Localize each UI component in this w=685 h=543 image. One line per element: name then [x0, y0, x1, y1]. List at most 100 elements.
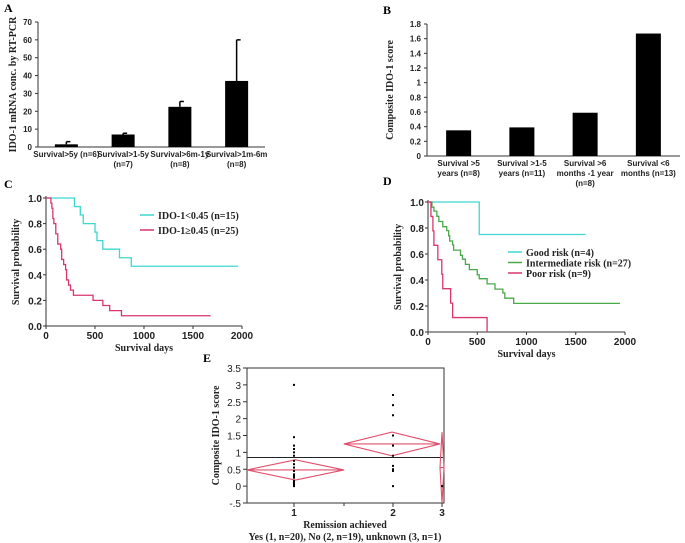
x-tick-label: months -1 year — [557, 169, 614, 178]
y-tick-label: -.5 — [229, 499, 241, 510]
y-axis-label: Composite IDO-1 score — [385, 40, 396, 140]
y-tick-label: 0.4 — [410, 276, 424, 287]
x-tick-label: 1000 — [515, 337, 538, 348]
data-point — [392, 464, 394, 467]
panel-e: -.5 0 0.5 1 1.5 2 2.5 3 3.5 1 2 3 Remission achieved… — [211, 364, 445, 543]
y-tick-label: 1.5 — [227, 432, 241, 443]
data-point — [392, 469, 394, 472]
x-tick-label: Survival >6 — [564, 159, 607, 168]
x-tick-label: 1000 — [133, 331, 156, 342]
x-tick-label: Survival>1m-6m — [206, 150, 268, 159]
data-point — [293, 481, 295, 484]
data-point — [293, 448, 295, 450]
y-tick-label: 30 — [23, 89, 32, 98]
bar — [446, 130, 472, 156]
means-diamond — [343, 431, 441, 457]
y-tick-label: 0.2 — [410, 302, 424, 313]
data-point — [293, 480, 295, 483]
y-tick-label: 0.5 — [227, 465, 241, 476]
x-tick-label: 2000 — [614, 337, 637, 348]
x-tick-label: 3 — [439, 508, 445, 519]
x-tick-label: 500 — [87, 331, 104, 342]
bar — [225, 80, 249, 147]
means-diamond — [439, 432, 445, 504]
panel-d: 0.0 0.2 0.4 0.6 0.8 1.0 0 500 1000 1500 2000 Surviv… — [393, 198, 637, 360]
x-tick-label: months (n=13) — [621, 169, 676, 178]
y-tick-label: 3 — [235, 381, 241, 392]
y-tick-label: 0.8 — [410, 93, 422, 102]
y-tick-label: 40 — [23, 72, 32, 81]
legend-label: IDO-1<0.45 (n=15) — [158, 211, 239, 222]
x-tick-label: Survival>1-5y — [97, 150, 149, 159]
y-tick-label: 0.8 — [28, 220, 42, 231]
y-tick-label: 0.0 — [28, 322, 42, 333]
plot-frame — [246, 367, 445, 504]
y-tick-label: 1 — [417, 79, 422, 88]
x-tick-label: 1500 — [565, 337, 588, 348]
y-tick-label: 70 — [23, 18, 32, 27]
data-point — [293, 436, 295, 439]
bar — [54, 144, 78, 147]
data-point — [293, 475, 295, 477]
data-point — [293, 451, 295, 454]
y-tick-label: 0.6 — [410, 108, 422, 117]
y-tick-label: 50 — [23, 54, 32, 63]
data-point — [293, 473, 295, 476]
legend-label: IDO-1≥0.45 (n=25) — [158, 226, 239, 237]
y-tick-label: 1 — [235, 448, 241, 459]
bar — [572, 112, 598, 156]
data-point — [293, 476, 295, 479]
y-tick-label: 2.5 — [227, 398, 241, 409]
data-point — [392, 434, 394, 437]
x-tick-label: Survival>5y (n=6) — [33, 150, 100, 159]
y-tick-label: 1.8 — [410, 20, 422, 29]
x-axis-subtitle: Yes (1, n=20), No (2, n=19), unknown (3,… — [249, 532, 442, 543]
y-tick-label: 1.0 — [410, 198, 424, 209]
x-tick-label: 1 — [291, 508, 297, 519]
data-point — [293, 466, 295, 469]
data-point — [392, 414, 394, 417]
y-tick-label: 1.4 — [410, 49, 422, 58]
data-point — [293, 483, 295, 486]
bar — [509, 127, 535, 156]
x-axis-label: Survival days — [115, 343, 173, 354]
survival-curve — [46, 197, 211, 317]
y-axis-label: Composite IDO-1 score — [211, 385, 222, 485]
survival-curve — [428, 201, 621, 305]
data-point — [293, 469, 295, 472]
x-tick-label: 500 — [469, 337, 486, 348]
x-tick-label: (n=8) — [227, 160, 247, 169]
data-point — [392, 485, 394, 488]
data-point — [293, 463, 295, 466]
y-tick-label: 0 — [235, 482, 241, 493]
x-tick-label: Survival <6 — [627, 159, 670, 168]
y-tick-label: 1.0 — [28, 194, 42, 205]
x-axis-label: Remission achieved — [303, 520, 387, 531]
x-tick-label: 2 — [390, 508, 396, 519]
y-tick-label: 0.6 — [410, 250, 424, 261]
x-tick-label: (n=8) — [575, 179, 595, 188]
y-tick-label: 10 — [23, 125, 32, 134]
y-tick-label: 60 — [23, 36, 32, 45]
y-axis-label: Survival probability — [11, 219, 22, 305]
legend-label: Good risk (n=4) — [526, 248, 594, 259]
data-point — [392, 404, 394, 407]
y-tick-label: 0.8 — [410, 224, 424, 235]
x-tick-label: Survival >1-5 — [497, 159, 547, 168]
y-tick-label: 0.4 — [28, 271, 42, 282]
y-tick-label: 0.0 — [410, 328, 424, 339]
panel-a: 0 10 20 30 40 50 60 70 IDO-1 mRNA conc. by RT-PC… — [8, 16, 267, 169]
data-point — [392, 468, 394, 471]
y-tick-label: 2 — [235, 415, 241, 426]
y-tick-label: 0.2 — [28, 296, 42, 307]
bar — [635, 33, 661, 156]
bar — [111, 134, 135, 147]
survival-curve — [46, 197, 239, 267]
panel-label-c: C — [4, 177, 13, 191]
legend-label: Poor risk (n=9) — [526, 269, 591, 280]
data-point — [293, 454, 295, 457]
y-axis-label: IDO-1 mRNA conc. by RT-PCR — [8, 16, 19, 152]
panel-label-d: D — [383, 174, 392, 188]
x-tick-label: Survival >5 — [437, 159, 480, 168]
